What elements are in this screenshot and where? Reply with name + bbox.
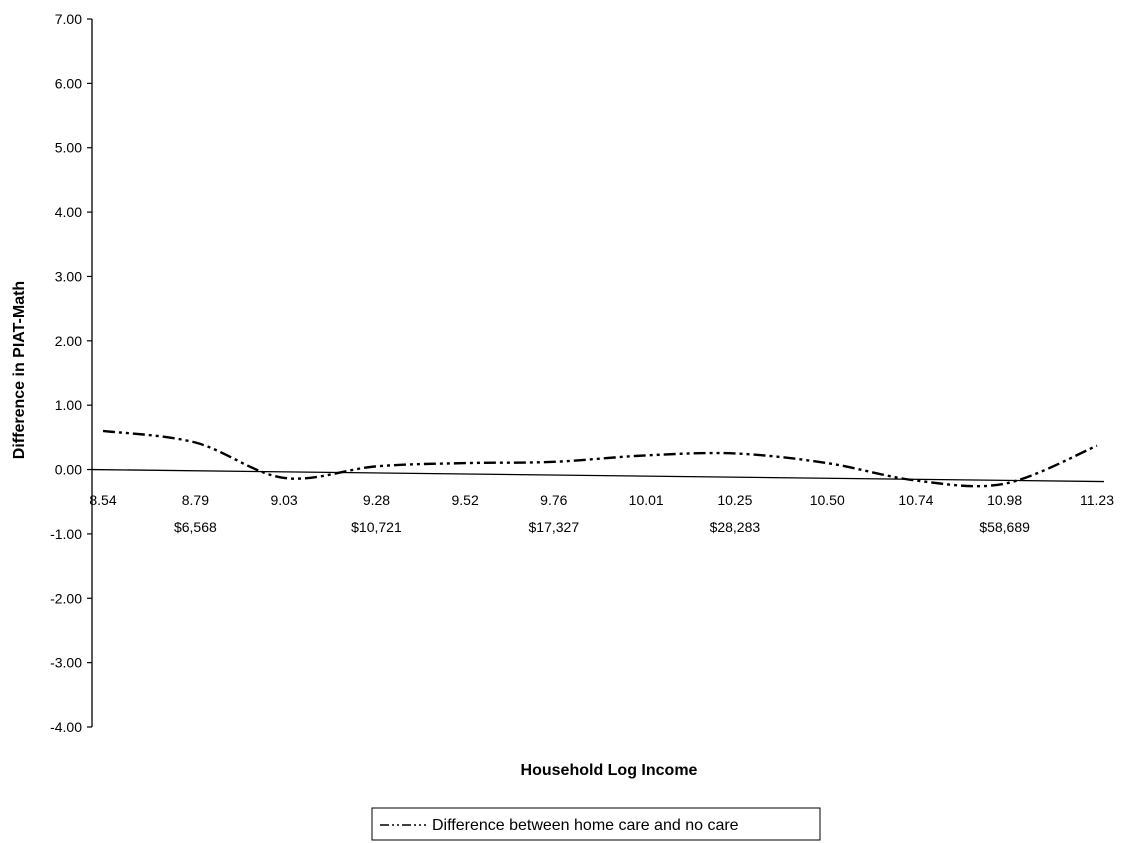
x-tick-labels: 8.54 8.79 $6,568 9.03 9.28 $10,721 9.52 9.76 $17…: [89, 492, 1114, 535]
x-tick-label: 9.76: [540, 492, 567, 508]
x-axis-line: [91, 468, 1105, 483]
x-tick-label: 10.74: [898, 492, 933, 508]
x-axis-label: Household Log Income: [521, 762, 698, 779]
x-income-label: $28,283: [710, 519, 761, 535]
y-tick-label: 3.00: [55, 268, 82, 284]
y-tick-label: 4.00: [55, 204, 82, 220]
y-tick-label: -2.00: [50, 590, 82, 606]
y-tick-label: 1.00: [55, 397, 82, 413]
y-tick-label: -4.00: [50, 719, 82, 735]
series-line: [102, 429, 1098, 488]
legend: Difference between home care and no care: [371, 807, 821, 841]
x-income-label: $6,568: [174, 519, 217, 535]
legend-label: Difference between home care and no care: [432, 817, 739, 834]
y-tick-labels: 7.00 6.00 5.00 4.00 3.00 2.00 1.00 0.00 -1.00 -2.…: [50, 11, 82, 735]
y-tick-label: 7.00: [55, 11, 82, 27]
x-tick-label: 8.54: [89, 492, 116, 508]
x-tick-label: 10.98: [987, 492, 1022, 508]
series-layer: [102, 429, 1098, 488]
x-tick-label: 11.23: [1080, 492, 1114, 508]
y-tick-label: -3.00: [50, 655, 82, 671]
x-tick-label: 9.03: [270, 492, 297, 508]
y-tick-label: 6.00: [55, 75, 82, 91]
y-axis-label: Difference in PIAT-Math: [11, 281, 28, 459]
x-income-label: $17,327: [529, 519, 580, 535]
x-tick-label: 9.28: [363, 492, 390, 508]
y-tick-label: 0.00: [55, 462, 82, 478]
x-tick-label: 10.25: [717, 492, 752, 508]
x-tick-label: 8.79: [182, 492, 209, 508]
x-income-label: $58,689: [979, 519, 1030, 535]
legend-box: [371, 807, 821, 841]
x-tick-label: 10.50: [810, 492, 845, 508]
x-income-label: $10,721: [351, 519, 402, 535]
x-tick-label: 10.01: [629, 492, 664, 508]
y-tick-label: 2.00: [55, 333, 82, 349]
x-tick-label: 9.52: [452, 492, 479, 508]
y-tick-label: -1.00: [50, 526, 82, 542]
chart-axes: [87, 18, 1105, 728]
y-tick-label: 5.00: [55, 140, 82, 156]
